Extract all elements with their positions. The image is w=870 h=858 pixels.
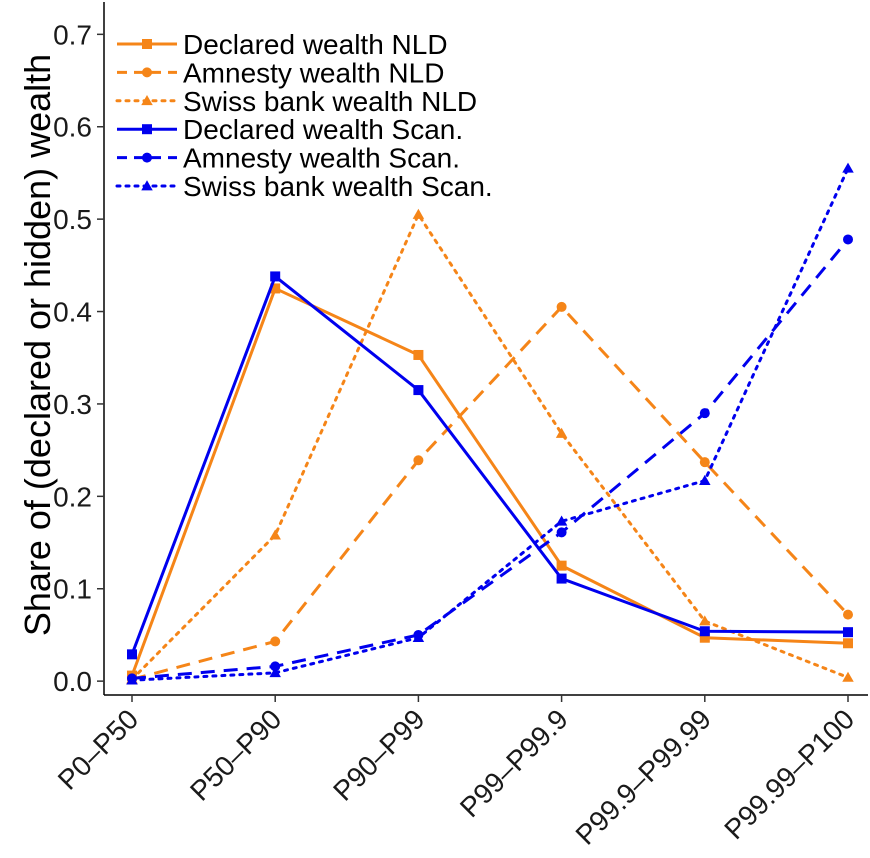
data-point xyxy=(556,527,567,538)
data-point xyxy=(843,627,853,638)
y-tick-label: 0.5 xyxy=(53,204,92,235)
legend-label: Declared wealth Scan. xyxy=(183,114,463,145)
data-point xyxy=(270,271,281,282)
x-tick-label: P0–P50 xyxy=(52,703,144,795)
legend-item: Swiss bank wealth NLD xyxy=(115,86,477,117)
legend-marker xyxy=(142,67,152,78)
data-point xyxy=(699,632,710,643)
data-point xyxy=(126,674,138,685)
data-point xyxy=(699,615,711,626)
data-point xyxy=(270,636,281,647)
legend-label: Declared wealth NLD xyxy=(183,29,448,60)
data-point xyxy=(699,474,711,485)
data-point xyxy=(270,283,281,294)
data-point xyxy=(699,457,710,468)
data-point xyxy=(270,661,281,672)
data-point xyxy=(413,385,424,396)
legend-marker xyxy=(142,152,152,163)
legend-item: Amnesty wealth NLD xyxy=(117,57,444,88)
x-tick-label: P99.99–P100 xyxy=(718,703,860,845)
y-tick-label: 0.6 xyxy=(53,112,92,143)
data-point xyxy=(842,671,854,682)
series-line xyxy=(130,213,850,681)
data-point xyxy=(555,515,568,526)
legend-label: Swiss bank wealth NLD xyxy=(183,86,477,117)
legend-label: Amnesty wealth NLD xyxy=(183,57,444,88)
data-point xyxy=(843,234,853,245)
data-point xyxy=(413,455,424,466)
legend-item: Declared wealth Scan. xyxy=(117,114,463,145)
y-tick-label: 0.2 xyxy=(53,481,92,512)
x-tick-label: P99.9–P99.99 xyxy=(570,703,717,850)
data-point xyxy=(843,638,853,649)
data-point xyxy=(269,529,281,540)
legend-marker xyxy=(141,180,153,191)
series-1 xyxy=(127,301,853,685)
series-line xyxy=(131,238,850,680)
series-line xyxy=(130,274,849,655)
data-point xyxy=(842,162,854,173)
data-point xyxy=(556,301,567,312)
series-line xyxy=(131,305,850,681)
y-tick-label: 0.3 xyxy=(53,389,92,420)
legend-label: Amnesty wealth Scan. xyxy=(183,143,460,174)
series-line xyxy=(130,286,849,677)
legend-marker xyxy=(141,95,153,106)
series-line xyxy=(130,166,850,682)
x-tick-label: P90–P99 xyxy=(327,703,430,806)
data-point xyxy=(556,573,567,584)
data-point xyxy=(555,427,568,438)
data-point xyxy=(412,208,425,219)
data-point xyxy=(269,667,281,678)
x-tick-label: P50–P90 xyxy=(184,703,287,806)
data-point xyxy=(413,349,424,360)
x-tick-label: P99–P99.9 xyxy=(454,703,574,823)
legend-marker xyxy=(142,39,152,49)
data-point xyxy=(699,408,710,419)
data-point xyxy=(556,560,567,571)
data-point xyxy=(843,609,853,620)
y-tick-label: 0.4 xyxy=(53,297,92,328)
data-point xyxy=(699,626,710,637)
legend-item: Declared wealth NLD xyxy=(117,29,448,60)
y-tick-label: 0.7 xyxy=(53,19,92,50)
y-axis-title: Share of (declared or hidden) wealth xyxy=(17,54,58,636)
y-tick-label: 0.1 xyxy=(53,574,92,605)
series-3 xyxy=(127,271,853,660)
series-layer xyxy=(126,162,854,685)
series-5 xyxy=(126,162,854,685)
data-point xyxy=(412,631,425,643)
y-tick-label: 0.0 xyxy=(53,666,92,697)
data-point xyxy=(127,649,137,660)
series-2 xyxy=(126,208,854,684)
legend-item: Amnesty wealth Scan. xyxy=(117,143,460,174)
legend-marker xyxy=(142,124,152,135)
legend-label: Swiss bank wealth Scan. xyxy=(183,171,493,202)
legend-item: Swiss bank wealth Scan. xyxy=(115,171,493,202)
